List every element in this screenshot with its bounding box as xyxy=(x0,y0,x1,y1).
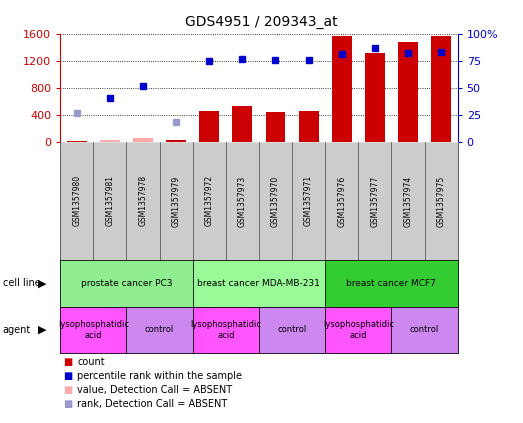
Text: breast cancer MCF7: breast cancer MCF7 xyxy=(346,279,436,288)
Text: GSM1357973: GSM1357973 xyxy=(238,175,247,227)
Text: GSM1357980: GSM1357980 xyxy=(72,176,81,226)
Text: ▶: ▶ xyxy=(38,278,47,288)
Text: lysophosphatidic
acid: lysophosphatidic acid xyxy=(58,320,129,340)
Text: lysophosphatidic
acid: lysophosphatidic acid xyxy=(190,320,262,340)
Bar xyxy=(100,140,120,142)
Text: prostate cancer PC3: prostate cancer PC3 xyxy=(81,279,172,288)
Bar xyxy=(431,36,451,142)
Bar xyxy=(166,140,186,142)
Text: GSM1357977: GSM1357977 xyxy=(370,175,379,227)
Bar xyxy=(299,111,319,142)
Bar xyxy=(199,111,219,142)
Text: control: control xyxy=(410,325,439,335)
Text: GSM1357976: GSM1357976 xyxy=(337,175,346,227)
Bar xyxy=(365,53,385,142)
Text: percentile rank within the sample: percentile rank within the sample xyxy=(77,371,242,381)
Bar xyxy=(67,141,87,142)
Text: ■: ■ xyxy=(63,385,72,395)
Text: lysophosphatidic
acid: lysophosphatidic acid xyxy=(323,320,394,340)
Text: value, Detection Call = ABSENT: value, Detection Call = ABSENT xyxy=(77,385,233,395)
Text: GSM1357972: GSM1357972 xyxy=(204,176,214,226)
Text: GSM1357971: GSM1357971 xyxy=(304,176,313,226)
Text: GSM1357970: GSM1357970 xyxy=(271,175,280,227)
Text: control: control xyxy=(145,325,174,335)
Text: GDS4951 / 209343_at: GDS4951 / 209343_at xyxy=(185,15,338,29)
Bar xyxy=(332,36,351,142)
Text: GSM1357978: GSM1357978 xyxy=(139,176,147,226)
Text: ■: ■ xyxy=(63,398,72,409)
Text: GSM1357974: GSM1357974 xyxy=(403,175,413,227)
Text: cell line: cell line xyxy=(3,278,40,288)
Text: ▶: ▶ xyxy=(38,325,47,335)
Text: ■: ■ xyxy=(63,357,72,367)
Text: GSM1357979: GSM1357979 xyxy=(172,175,180,227)
Text: count: count xyxy=(77,357,105,367)
Text: breast cancer MDA-MB-231: breast cancer MDA-MB-231 xyxy=(198,279,320,288)
Bar xyxy=(398,42,418,142)
Bar xyxy=(232,106,252,142)
Text: GSM1357981: GSM1357981 xyxy=(105,176,115,226)
Text: GSM1357975: GSM1357975 xyxy=(437,175,446,227)
Text: rank, Detection Call = ABSENT: rank, Detection Call = ABSENT xyxy=(77,398,228,409)
Text: control: control xyxy=(277,325,306,335)
Text: agent: agent xyxy=(3,325,31,335)
Text: ■: ■ xyxy=(63,371,72,381)
Bar xyxy=(133,138,153,142)
Bar xyxy=(266,112,286,142)
